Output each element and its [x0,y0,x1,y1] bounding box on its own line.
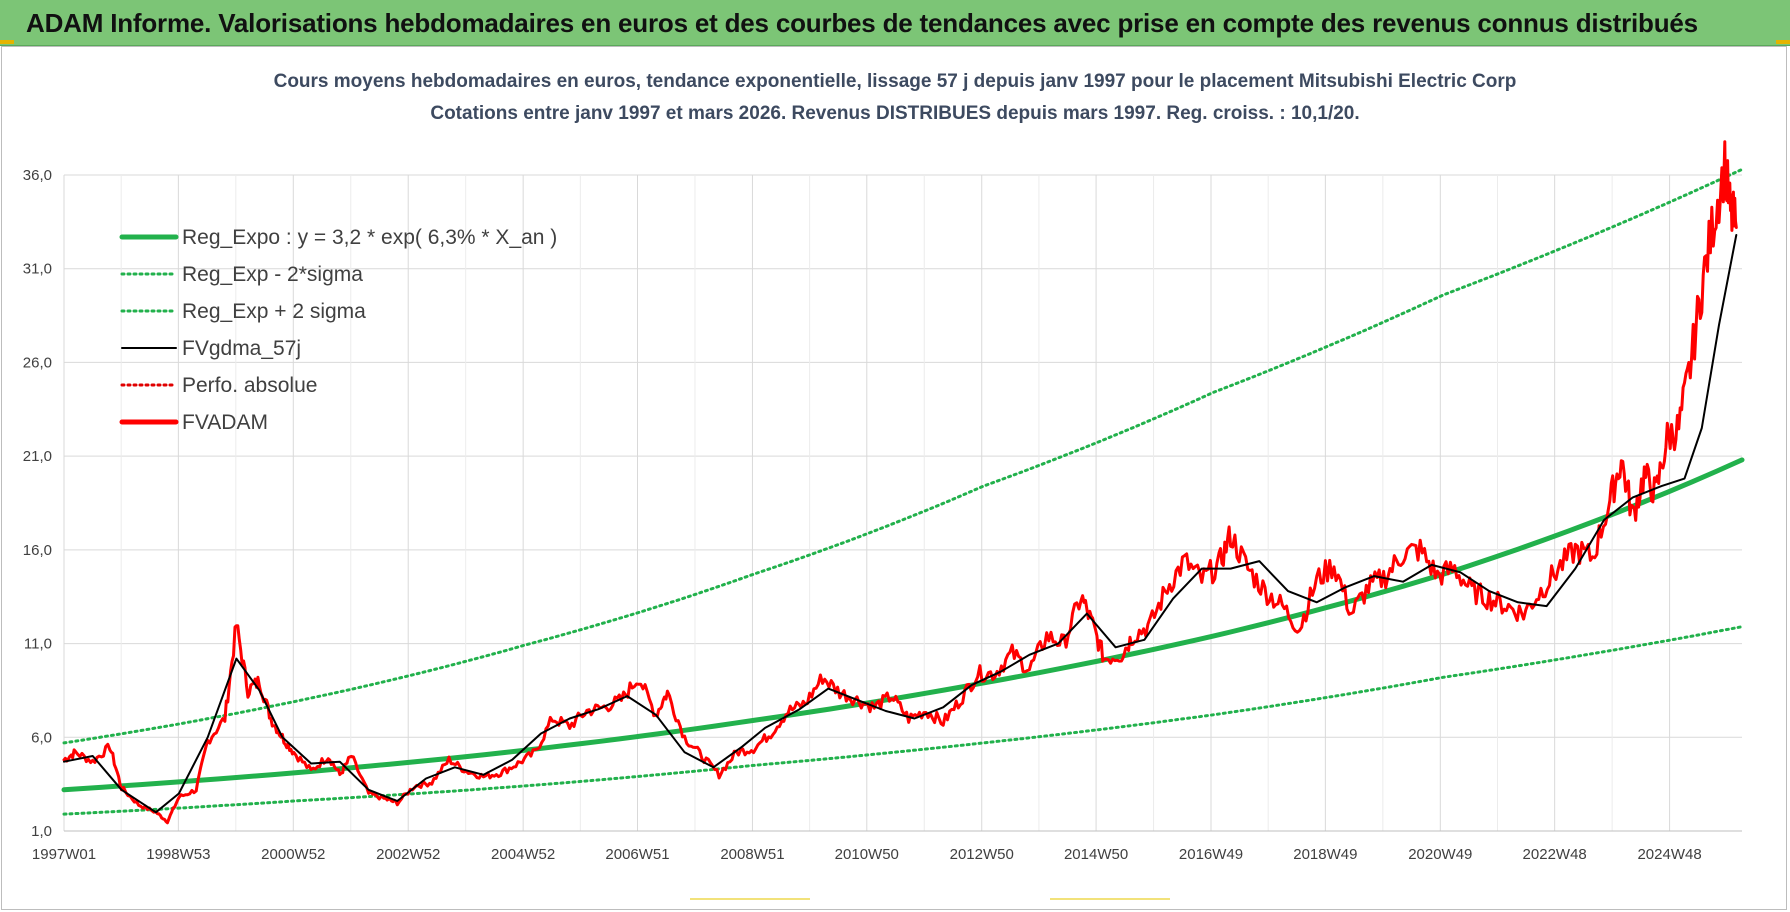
x-tick-label: 2008W51 [720,846,784,863]
legend-label: Reg_Exp - 2*sigma [182,263,363,286]
series-line-5 [62,140,1738,825]
legend-label: Reg_Expo : y = 3,2 * exp( 6,3% * X_an ) [182,226,557,249]
x-tick-label: 2018W49 [1293,846,1357,863]
y-tick-label: 6,0 [31,729,52,746]
deco-bar-left [690,898,810,900]
y-tick-label: 26,0 [23,354,52,371]
chart-axes: 1,0 6,0 11,0 16,0 21,0 26,0 31,0 36,0 1997W01 199… [23,167,1742,863]
chart-title-line1: Cours moyens hebdomadaires en euros, ten… [274,71,1517,92]
corner-mark-left [0,40,14,44]
x-tick-label: 2020W49 [1408,846,1472,863]
series-line-0 [61,457,1745,793]
chart-legend: Reg_Expo : y = 3,2 * exp( 6,3% * X_an ) R… [119,226,557,434]
legend-label: FVADAM [182,411,268,434]
x-tick-label: 1998W53 [146,846,210,863]
line-chart: 1,0 6,0 11,0 16,0 21,0 26,0 31,0 36,0 1997W01 199… [23,71,1745,863]
x-tick-label: 2014W50 [1064,846,1128,863]
legend-label: FVgdma_57j [182,337,301,360]
corner-mark-right [1776,40,1790,44]
series-line-1 [62,625,1744,816]
deco-bar-right [1050,898,1170,900]
x-tick-label: 2016W49 [1179,846,1243,863]
x-tick-label: 2022W48 [1523,846,1587,863]
chart-frame: 1,0 6,0 11,0 16,0 21,0 26,0 31,0 36,0 1997W01 199… [1,46,1787,910]
y-tick-label: 36,0 [23,167,52,184]
chart-grid [63,174,1742,832]
y-tick-label: 11,0 [24,636,52,653]
x-tick-label: 2000W52 [261,846,325,863]
y-tick-label: 1,0 [31,823,52,840]
legend-label: Perfo. absolue [182,374,317,397]
series-line-3 [63,234,1738,814]
report-title: ADAM Informe. Valorisations hebdomadaire… [26,8,1698,38]
chart-series [61,140,1745,825]
legend-label: Reg_Exp + 2 sigma [182,300,366,323]
report-banner: ADAM Informe. Valorisations hebdomadaire… [0,0,1790,46]
x-tick-label: 2010W50 [835,846,899,863]
x-tick-label: 2006W51 [605,846,669,863]
x-tick-label: 2004W52 [491,846,555,863]
x-tick-label: 2002W52 [376,846,440,863]
x-tick-label: 2024W48 [1637,846,1701,863]
x-tick-label: 1997W01 [32,846,96,863]
y-tick-label: 21,0 [23,448,52,465]
series-line-2 [62,167,1744,745]
x-tick-label: 2012W50 [950,846,1014,863]
chart-title-line2: Cotations entre janv 1997 et mars 2026. … [430,103,1359,124]
y-tick-label: 31,0 [23,261,52,278]
y-tick-label: 16,0 [23,542,52,559]
